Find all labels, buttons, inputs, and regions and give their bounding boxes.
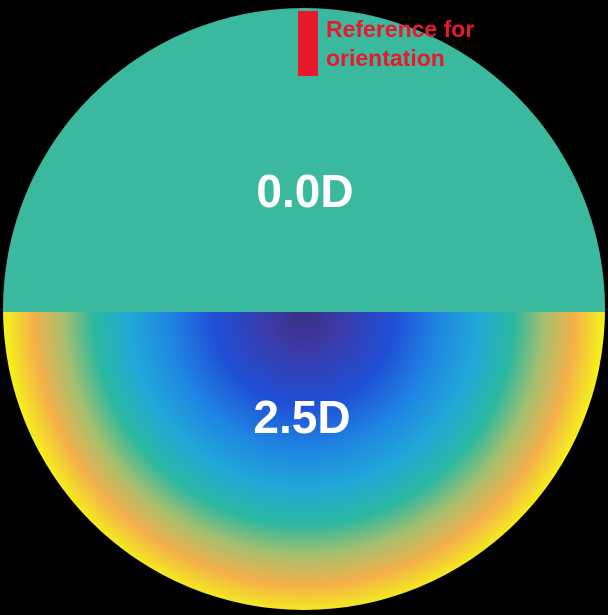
orientation-reference-line1: Reference for <box>326 16 475 42</box>
lower-zone <box>3 312 605 610</box>
orientation-reference-bar <box>298 11 318 76</box>
orientation-reference-line2: orientation <box>326 45 445 71</box>
lower-zone-power-label: 2.5D <box>253 391 351 443</box>
orientation-reference-label: Reference for orientation <box>326 15 474 73</box>
upper-zone-power-label: 0.0D <box>256 165 354 217</box>
